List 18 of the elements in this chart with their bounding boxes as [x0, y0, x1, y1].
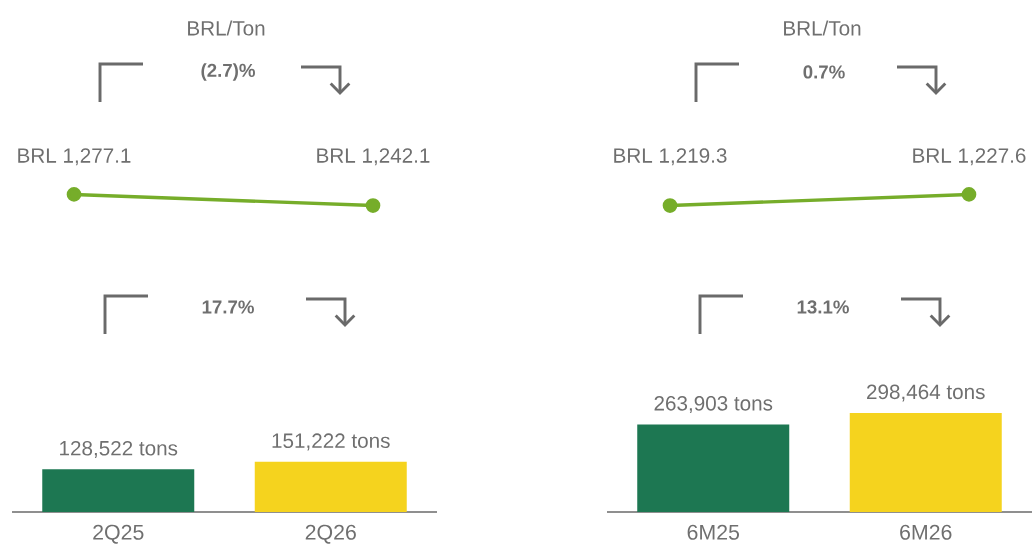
- x-tick-label: 6M26: [900, 524, 952, 540]
- chart-title: BRL/Ton: [188, 20, 265, 36]
- text: 17.7%: [202, 300, 254, 314]
- data-label: 298,464 tons: [867, 384, 985, 402]
- x-tick-label: 2Q25: [93, 524, 144, 544]
- chart-title: BRL/Ton: [784, 20, 861, 36]
- data-label: 263,903 tons: [654, 395, 773, 414]
- text: (2.7)%: [201, 63, 255, 81]
- data-label: 151,222 tons: [272, 433, 390, 451]
- x-tick-label: 6M25: [687, 524, 740, 540]
- data-label: BRL 1,277.1: [18, 148, 131, 166]
- data-label: BRL 1,242.1: [317, 148, 430, 166]
- data-label: 128,522 tons: [60, 440, 178, 458]
- data-label: BRL 1,227.6: [913, 148, 1026, 166]
- text: 0.7%: [803, 65, 845, 79]
- x-tick-label: 2Q26: [305, 524, 356, 544]
- data-label: BRL 1,219.3: [614, 148, 727, 166]
- text: 13.1%: [797, 300, 849, 314]
